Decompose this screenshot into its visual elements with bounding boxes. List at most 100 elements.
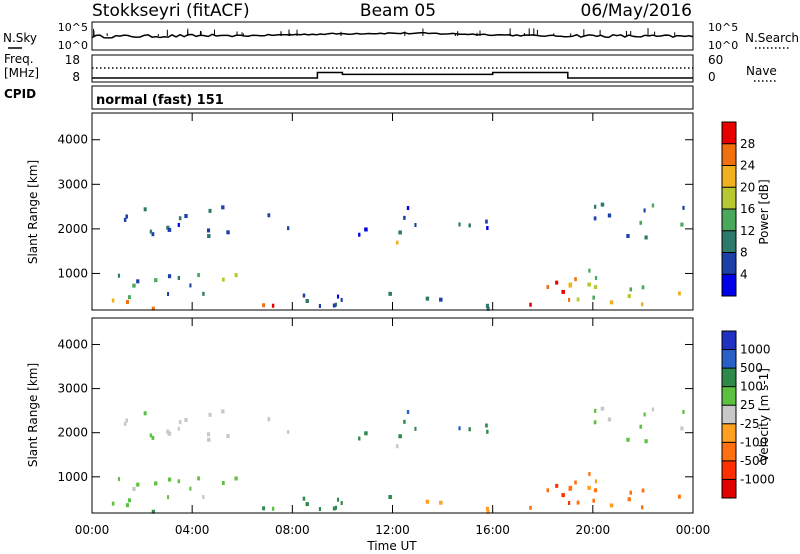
- x-tick-label: 00:00: [75, 523, 110, 537]
- velocity-colorbar-label: Velocity [m s-1]: [757, 368, 771, 462]
- colorbar-tick-label: 25: [740, 398, 755, 412]
- velocity-cell: [208, 412, 212, 417]
- power-cell: [364, 227, 368, 232]
- velocity-cell: [398, 434, 402, 439]
- velocity-cell: [458, 426, 461, 431]
- velocity-cell: [302, 496, 306, 501]
- x-axis: 00:00 04:00 08:00 12:00 16:00 20:00 00:00: [75, 113, 710, 537]
- power-cell: [149, 229, 153, 234]
- velocity-cell: [177, 426, 180, 431]
- colorbar-cell: [722, 386, 736, 406]
- velocity-cell: [267, 417, 271, 422]
- velocity-panel: [91, 317, 694, 514]
- nsky-tick-top: 10^5: [58, 21, 88, 34]
- velocity-cell: [117, 477, 120, 482]
- velocity-cell: [123, 421, 127, 426]
- velocity-cell: [318, 507, 321, 512]
- velocity-cell: [207, 437, 211, 442]
- x-tick-label: 04:00: [175, 523, 210, 537]
- power-cell: [167, 227, 172, 232]
- power-cell: [208, 208, 212, 213]
- power-cell: [167, 292, 170, 297]
- power-ylabel: Slant Range [km]: [26, 160, 40, 264]
- velocity-cell: [358, 436, 361, 441]
- velocity-cell: [594, 408, 597, 413]
- velocity-cell: [125, 418, 129, 423]
- colorbar-tick-label: 1000: [740, 343, 771, 357]
- power-cell: [358, 232, 361, 237]
- velocity-cell: [600, 406, 605, 411]
- power-cell: [588, 268, 591, 273]
- power-cell: [234, 273, 238, 278]
- y-tick-label: 4000: [57, 133, 88, 147]
- velocity-cell: [486, 429, 489, 434]
- power-cell: [318, 304, 321, 309]
- nsearch-tick-bottom: 10^0: [708, 39, 738, 52]
- colorbar-cell: [722, 349, 736, 369]
- power-cell: [262, 303, 266, 308]
- power-cell: [626, 233, 630, 238]
- velocity-cell: [485, 506, 489, 511]
- velocity-cell: [593, 488, 598, 493]
- velocity-cell: [594, 479, 598, 484]
- velocity-cell: [332, 506, 336, 511]
- power-cell: [123, 217, 127, 222]
- power-cell: [388, 291, 392, 296]
- velocity-cell: [425, 499, 430, 504]
- colorbar-tick-label: 100: [740, 380, 763, 394]
- y-tick-label: 2000: [57, 222, 88, 236]
- velocity-cell: [629, 490, 633, 495]
- power-cell: [593, 216, 597, 221]
- colorbar-frame: [721, 330, 737, 499]
- velocity-cell: [607, 417, 612, 422]
- velocity-cell: [197, 476, 200, 481]
- y-tick-label: 4000: [57, 337, 88, 351]
- velocity-cell: [485, 423, 488, 428]
- power-data: [111, 202, 685, 311]
- power-cell: [609, 300, 614, 305]
- beam-title: Beam 05: [360, 1, 436, 21]
- velocity-cell: [641, 488, 645, 493]
- power-cell: [189, 283, 192, 288]
- velocity-cell: [364, 431, 368, 436]
- power-cell: [458, 222, 461, 227]
- colorbar-cell: [722, 187, 736, 209]
- velocity-cell: [222, 480, 225, 485]
- x-tick-label: 08:00: [275, 523, 310, 537]
- power-cell: [555, 280, 559, 285]
- power-cell: [643, 208, 646, 213]
- power-cell: [425, 296, 430, 301]
- velocity-cell: [677, 494, 681, 499]
- colorbar-cell: [722, 331, 736, 350]
- velocity-cell: [561, 493, 565, 498]
- velocity-cell: [177, 479, 181, 484]
- velocity-cell: [388, 495, 392, 500]
- nsearch-label: N.Search: [745, 31, 799, 45]
- velocity-cell: [609, 503, 614, 508]
- velocity-cell: [262, 506, 266, 511]
- power-cell: [640, 302, 644, 307]
- power-cell: [403, 215, 406, 220]
- nave-tick-top: 60: [708, 53, 723, 67]
- velocity-cell: [167, 477, 172, 482]
- power-cell: [222, 277, 225, 282]
- power-cell: [677, 291, 681, 296]
- colorbar-cell: [722, 209, 736, 231]
- velocity-cell: [568, 485, 573, 490]
- power-cell: [125, 214, 129, 219]
- power-cell: [439, 297, 443, 302]
- power-cell: [395, 240, 399, 245]
- velocity-cell: [202, 495, 205, 500]
- power-cell: [680, 222, 684, 227]
- nsky-label: N.Sky: [3, 31, 37, 45]
- velocity-cell: [406, 410, 410, 415]
- velocity-cell: [167, 495, 170, 500]
- noise-sky-line: [91, 31, 694, 39]
- cpid-panel: [91, 85, 694, 110]
- colorbar-cell: [722, 460, 736, 480]
- velocity-ylabel: Slant Range [km]: [26, 363, 40, 467]
- colorbar-cell: [722, 405, 736, 424]
- power-cell: [629, 287, 633, 292]
- velocity-cell: [403, 419, 406, 424]
- velocity-cell: [151, 435, 155, 440]
